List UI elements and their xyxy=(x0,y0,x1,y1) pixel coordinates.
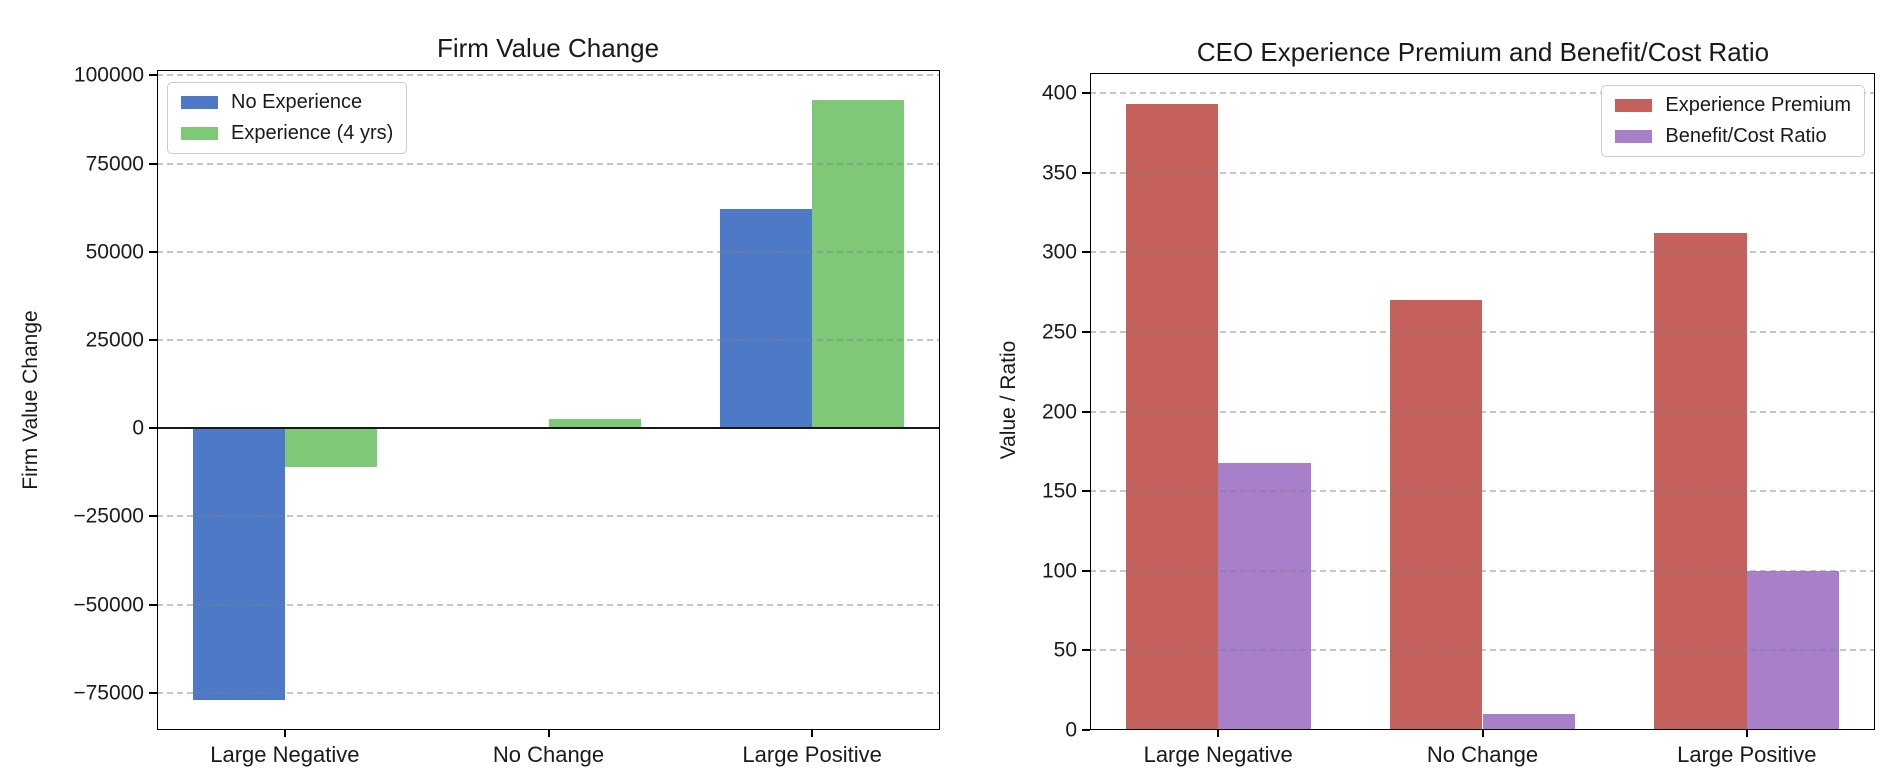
legend: Experience Premium Benefit/Cost Ratio xyxy=(1601,85,1865,157)
y-tick-mark xyxy=(149,162,157,165)
bar-experience-4-yrs-large-negative xyxy=(284,428,378,468)
legend-label-experience-4-yrs: Experience (4 yrs) xyxy=(231,122,394,144)
bar-experience-4-yrs-no-change xyxy=(548,419,641,429)
y-tick-mark xyxy=(149,339,157,341)
legend-label-experience-premium: Experience Premium xyxy=(1665,94,1851,116)
gridline xyxy=(157,515,940,518)
y-tick-label: 400 xyxy=(1041,81,1077,105)
y-tick-label: 0 xyxy=(1065,718,1077,742)
gridline xyxy=(1090,330,1875,333)
x-tick-mark xyxy=(1745,730,1748,737)
bar-no-experience-large-positive xyxy=(719,209,813,429)
legend-swatch-benefit-cost-ratio xyxy=(1615,130,1653,143)
y-tick-mark xyxy=(1082,330,1090,333)
gridline xyxy=(1090,649,1875,652)
y-tick-mark xyxy=(149,691,157,694)
y-axis-label-value-ratio: Value / Ratio xyxy=(997,340,1020,460)
y-tick-label: 350 xyxy=(1041,161,1077,185)
x-tick-label-large-positive: Large Positive xyxy=(1677,742,1817,767)
x-tick-label-large-negative: Large Negative xyxy=(1143,742,1293,767)
y-tick-label: −75000 xyxy=(73,681,144,705)
x-tick-mark xyxy=(547,730,550,737)
legend-swatch-experience-4-yrs xyxy=(181,127,218,140)
y-tick-mark xyxy=(1082,569,1090,572)
legend: No Experience Experience (4 yrs) xyxy=(167,82,408,154)
x-tick-label-no-change: No Change xyxy=(1426,742,1539,767)
legend-label-no-experience: No Experience xyxy=(231,91,363,113)
y-tick-label: 75000 xyxy=(85,152,144,176)
gridline xyxy=(157,603,940,606)
bar-experience-4-yrs-large-positive xyxy=(812,100,905,429)
y-tick-label: 0 xyxy=(132,416,144,440)
gridline xyxy=(157,74,940,77)
y-tick-label: 25000 xyxy=(85,328,144,352)
bar-experience-premium-large-negative xyxy=(1125,104,1219,730)
y-tick-mark xyxy=(1082,251,1090,254)
y-tick-label: −50000 xyxy=(73,593,144,617)
x-tick-mark xyxy=(811,730,814,737)
legend-swatch-experience-premium xyxy=(1615,99,1653,112)
y-tick-label: 50 xyxy=(1053,638,1077,662)
y-tick-mark xyxy=(1082,729,1090,731)
x-tick-mark xyxy=(1481,730,1484,737)
y-tick-label: 200 xyxy=(1041,400,1077,424)
bar-benefit-cost-ratio-large-negative xyxy=(1218,462,1311,730)
legend-item-no-experience: No Experience xyxy=(181,91,393,114)
y-tick-label: −25000 xyxy=(73,504,144,528)
y-tick-mark xyxy=(149,250,157,253)
chart-title-firm-value-change: Firm Value Change xyxy=(436,33,660,63)
x-tick-mark xyxy=(283,730,286,737)
y-tick-label: 150 xyxy=(1041,479,1077,503)
y-tick-label: 300 xyxy=(1041,240,1077,264)
legend-item-benefit-cost-ratio: Benefit/Cost Ratio xyxy=(1615,125,1851,148)
x-tick-label-large-positive: Large Positive xyxy=(742,742,882,767)
bar-experience-premium-no-change xyxy=(1389,300,1483,730)
y-tick-mark xyxy=(1082,410,1090,413)
gridline xyxy=(157,339,940,341)
gridline xyxy=(1090,92,1875,95)
bar-experience-premium-large-positive xyxy=(1654,233,1747,730)
y-tick-mark xyxy=(1082,92,1090,95)
bar-no-experience-large-negative xyxy=(192,428,285,700)
x-tick-label-no-change: No Change xyxy=(492,742,605,767)
gridline xyxy=(1090,171,1875,174)
y-tick-mark xyxy=(1082,649,1090,652)
y-tick-mark xyxy=(149,603,157,606)
y-tick-label: 100 xyxy=(1041,559,1077,583)
y-tick-mark xyxy=(149,515,157,518)
legend-swatch-no-experience xyxy=(181,96,218,109)
gridline xyxy=(1090,490,1875,493)
y-tick-mark xyxy=(149,74,157,77)
y-tick-mark xyxy=(1082,490,1090,493)
gridline xyxy=(157,162,940,165)
gridline xyxy=(157,250,940,253)
y-tick-label: 50000 xyxy=(85,240,144,264)
y-tick-mark xyxy=(1082,171,1090,174)
gridline xyxy=(1090,251,1875,254)
y-tick-mark xyxy=(149,427,157,430)
x-tick-mark xyxy=(1217,730,1220,737)
bar-benefit-cost-ratio-no-change xyxy=(1482,714,1575,730)
chart-title-premium-benefit-cost: CEO Experience Premium and Benefit/Cost … xyxy=(1196,37,1770,67)
x-tick-label-large-negative: Large Negative xyxy=(210,742,360,767)
gridline xyxy=(1090,410,1875,413)
gridline xyxy=(157,691,940,694)
gridline xyxy=(1090,569,1875,572)
legend-label-benefit-cost-ratio: Benefit/Cost Ratio xyxy=(1665,125,1827,147)
bar-benefit-cost-ratio-large-positive xyxy=(1746,570,1840,730)
zero-axis-line xyxy=(157,427,940,430)
legend-item-experience-premium: Experience Premium xyxy=(1615,94,1851,117)
y-tick-label: 250 xyxy=(1041,320,1077,344)
y-tick-label: 100000 xyxy=(73,63,144,87)
legend-item-experience-4-yrs: Experience (4 yrs) xyxy=(181,122,393,145)
y-axis-label-firm-value-change: Firm Value Change xyxy=(19,310,42,490)
